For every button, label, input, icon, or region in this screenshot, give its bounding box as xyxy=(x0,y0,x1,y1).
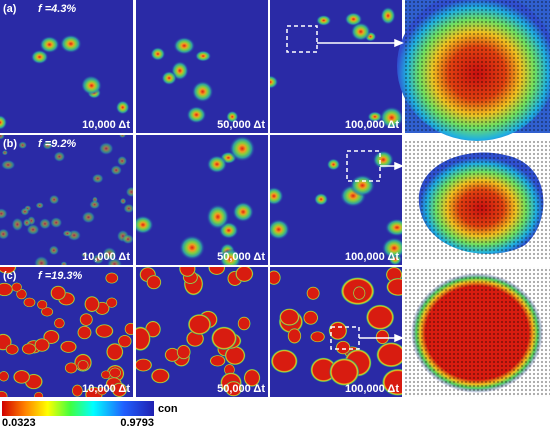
colorbar xyxy=(2,401,154,416)
time-label: 50,000 Δt xyxy=(217,383,265,395)
colorbar-min: 0.0323 xyxy=(2,417,36,429)
simulation-panel: 10,000 Δt xyxy=(0,267,133,397)
zoom-panel xyxy=(405,267,550,397)
volume-fraction: f =4.3% xyxy=(38,3,76,15)
time-label: 50,000 Δt xyxy=(217,251,265,263)
time-label: 100,000 Δt xyxy=(345,383,399,395)
colorbar-title: con xyxy=(158,403,178,415)
time-label: 10,000 Δt xyxy=(82,251,130,263)
simulation-panel: 50,000 Δt xyxy=(136,267,268,397)
time-label: 50,000 Δt xyxy=(217,119,265,131)
simulation-panel: 50,000 Δt xyxy=(136,0,268,133)
zoom-panel xyxy=(397,0,550,141)
time-label: 100,000 Δt xyxy=(345,119,399,131)
simulation-panel: 100,000 Δt xyxy=(270,0,402,133)
simulation-panel: 50,000 Δt xyxy=(136,135,268,265)
time-label: 10,000 Δt xyxy=(82,383,130,395)
simulation-panel: 10,000 Δt xyxy=(0,135,133,265)
time-label: 10,000 Δt xyxy=(82,119,130,131)
volume-fraction: f =9.2% xyxy=(38,138,76,150)
zoom-panel xyxy=(405,141,550,259)
volume-fraction: f =19.3% xyxy=(38,270,83,282)
simulation-panel: 100,000 Δt xyxy=(270,135,402,265)
panel-label: (b) xyxy=(3,138,17,150)
colorbar-max: 0.9793 xyxy=(120,417,154,429)
annotations xyxy=(286,25,404,350)
time-label: 100,000 Δt xyxy=(345,251,399,263)
panel-label: (a) xyxy=(3,3,17,15)
panel-label: (c) xyxy=(3,270,17,282)
simulation-panel: 10,000 Δt xyxy=(0,0,133,133)
simulation-panel: 100,000 Δt xyxy=(270,267,402,397)
